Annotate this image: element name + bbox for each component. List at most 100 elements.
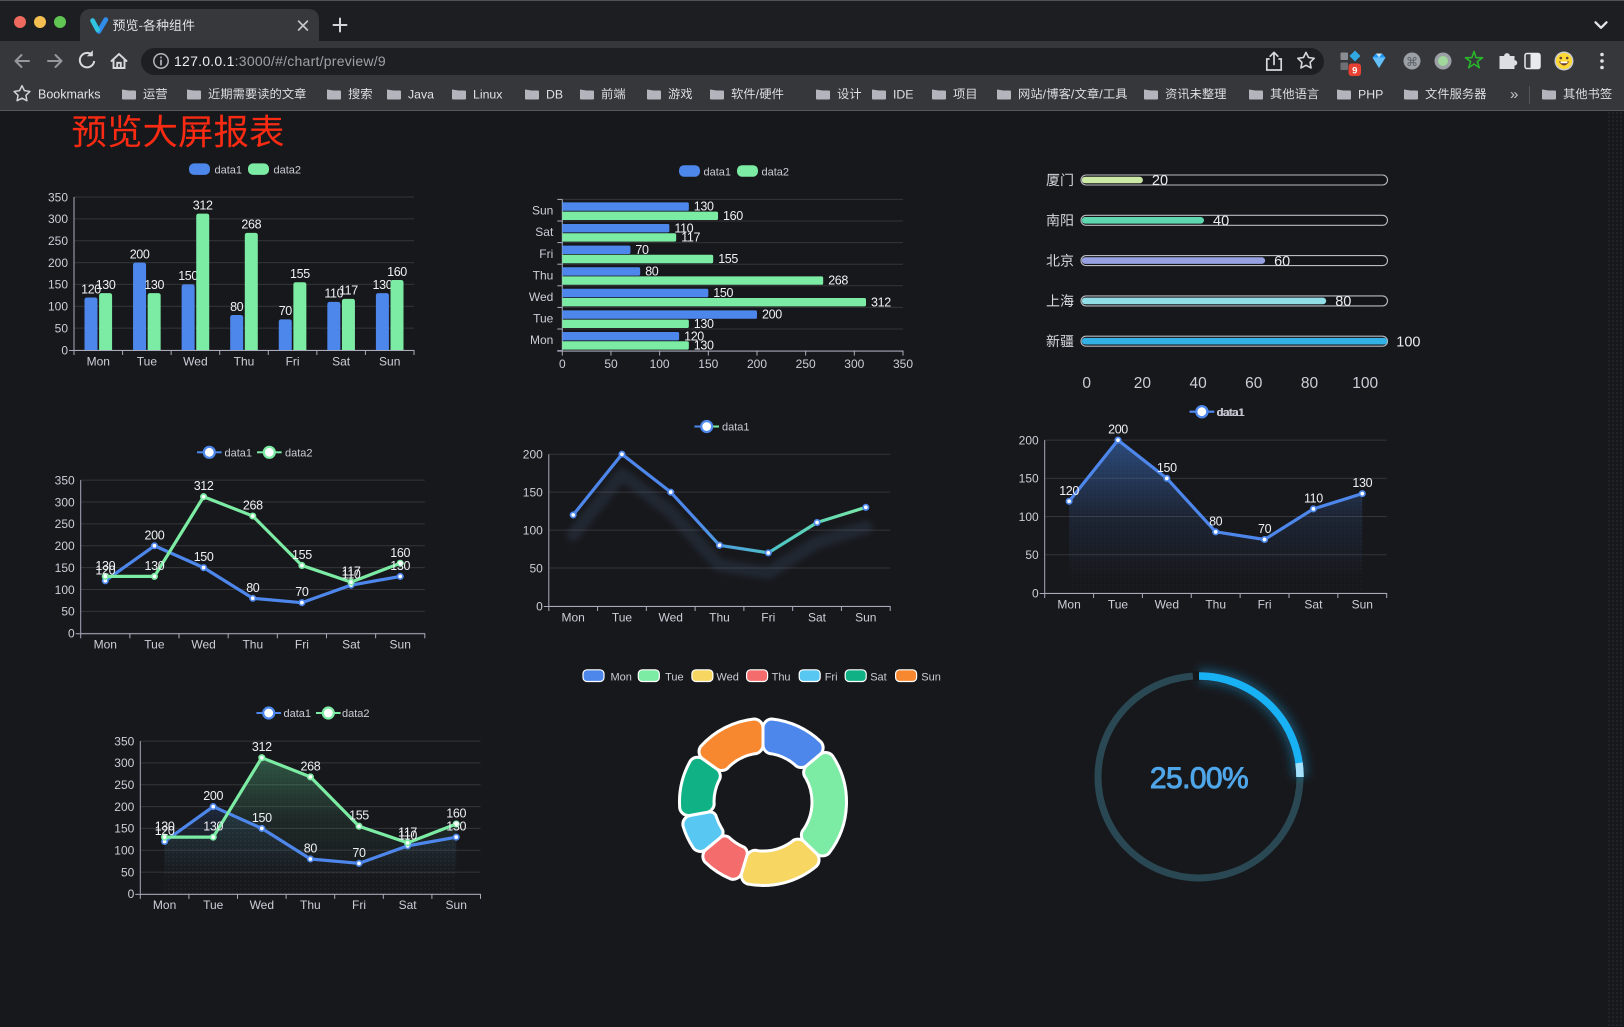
- svg-text:120: 120: [1059, 484, 1079, 498]
- svg-text:Thu: Thu: [1205, 597, 1226, 611]
- svg-text:data1: data1: [284, 708, 312, 720]
- svg-text:Wed: Wed: [529, 290, 553, 304]
- svg-text:312: 312: [193, 198, 213, 212]
- svg-text:Sat: Sat: [870, 671, 887, 683]
- svg-text:100: 100: [1352, 375, 1378, 392]
- svg-text:127.0.0.1:3000/#/chart/preview: 127.0.0.1:3000/#/chart/preview/9: [174, 53, 386, 69]
- svg-text:Sat: Sat: [808, 610, 827, 624]
- svg-text:300: 300: [55, 495, 75, 509]
- svg-text:100: 100: [523, 523, 543, 537]
- svg-text:200: 200: [48, 256, 68, 270]
- svg-text:0: 0: [61, 343, 68, 357]
- svg-text:100: 100: [650, 357, 670, 371]
- svg-text:120: 120: [95, 563, 115, 577]
- svg-text:70: 70: [295, 585, 309, 599]
- svg-text:130: 130: [144, 559, 164, 573]
- svg-text:130: 130: [694, 339, 714, 353]
- svg-text:80: 80: [1301, 375, 1319, 392]
- svg-text:50: 50: [1025, 548, 1039, 562]
- svg-text:250: 250: [48, 234, 68, 248]
- svg-text:80: 80: [230, 300, 244, 314]
- svg-text:Sun: Sun: [1352, 597, 1373, 611]
- svg-text:200: 200: [203, 789, 223, 803]
- svg-text:Wed: Wed: [191, 638, 215, 652]
- svg-text:120: 120: [81, 282, 101, 296]
- svg-text:PHP: PHP: [1358, 87, 1383, 101]
- svg-text:70: 70: [279, 304, 293, 318]
- svg-text:Mon: Mon: [530, 333, 553, 347]
- svg-text:Java: Java: [408, 87, 434, 101]
- svg-text:/: /: [1099, 87, 1103, 101]
- svg-text:200: 200: [144, 528, 164, 542]
- svg-text:117: 117: [681, 231, 700, 245]
- svg-text:350: 350: [893, 357, 913, 371]
- svg-text:110: 110: [398, 828, 417, 842]
- svg-text:80: 80: [304, 842, 318, 856]
- svg-text:Wed: Wed: [183, 354, 207, 368]
- svg-text:150: 150: [713, 286, 733, 300]
- svg-text:40: 40: [1213, 214, 1229, 230]
- svg-text:130: 130: [203, 820, 223, 834]
- svg-text:200: 200: [55, 539, 75, 553]
- svg-text:Thu: Thu: [234, 354, 255, 368]
- svg-text:Sun: Sun: [379, 354, 400, 368]
- svg-text:Wed: Wed: [716, 671, 738, 683]
- svg-text:0: 0: [536, 599, 543, 613]
- svg-text:120: 120: [155, 824, 175, 838]
- svg-text:Mon: Mon: [153, 898, 176, 912]
- svg-text:data1: data1: [215, 165, 243, 177]
- svg-text:300: 300: [844, 357, 864, 371]
- svg-text:/: /: [756, 87, 760, 101]
- svg-text:Thu: Thu: [772, 671, 791, 683]
- svg-text:130: 130: [1352, 476, 1372, 490]
- svg-text:70: 70: [1258, 522, 1272, 536]
- svg-text:Thu: Thu: [533, 268, 554, 282]
- svg-text:110: 110: [342, 568, 361, 582]
- svg-text:130: 130: [96, 278, 116, 292]
- svg-text:150: 150: [194, 550, 214, 564]
- svg-text:50: 50: [529, 561, 543, 575]
- svg-text:9: 9: [1352, 66, 1357, 77]
- svg-text:Sat: Sat: [535, 225, 554, 239]
- svg-text:80: 80: [1335, 294, 1351, 310]
- svg-text:150: 150: [523, 485, 543, 499]
- svg-text:160: 160: [387, 265, 407, 279]
- svg-text:Sat: Sat: [332, 354, 351, 368]
- svg-text:130: 130: [446, 820, 466, 834]
- svg-text:Sun: Sun: [446, 898, 467, 912]
- svg-text:130: 130: [144, 278, 164, 292]
- svg-text:155: 155: [290, 267, 310, 281]
- svg-text:100: 100: [55, 583, 75, 597]
- svg-text:200: 200: [1108, 423, 1128, 437]
- svg-text:100: 100: [1396, 334, 1420, 350]
- svg-text:350: 350: [114, 734, 134, 748]
- svg-text:Fri: Fri: [825, 671, 838, 683]
- svg-text:268: 268: [241, 218, 261, 232]
- svg-text:IDE: IDE: [893, 87, 914, 101]
- svg-text:Sat: Sat: [1304, 597, 1323, 611]
- svg-text:110: 110: [674, 221, 693, 235]
- svg-text:312: 312: [252, 740, 272, 754]
- svg-text:20: 20: [1152, 173, 1168, 189]
- svg-text:data1: data1: [1217, 407, 1245, 419]
- svg-text:155: 155: [349, 809, 369, 823]
- svg-text:Sat: Sat: [399, 898, 418, 912]
- svg-text:350: 350: [48, 190, 68, 204]
- svg-text:268: 268: [300, 759, 320, 773]
- svg-text:data1: data1: [225, 447, 253, 459]
- svg-text:Tue: Tue: [1108, 597, 1129, 611]
- svg-text:150: 150: [178, 269, 198, 283]
- svg-text:0: 0: [1032, 586, 1039, 600]
- svg-text:50: 50: [604, 357, 618, 371]
- svg-text:40: 40: [1189, 375, 1207, 392]
- svg-text:250: 250: [114, 778, 134, 792]
- svg-text:Tue: Tue: [203, 898, 224, 912]
- svg-text:data1: data1: [722, 422, 750, 434]
- svg-text:Wed: Wed: [1155, 597, 1179, 611]
- svg-text:Linux: Linux: [473, 87, 503, 101]
- svg-text:150: 150: [48, 278, 68, 292]
- svg-text:312: 312: [871, 295, 891, 309]
- svg-text:Mon: Mon: [611, 671, 632, 683]
- svg-text:0: 0: [559, 357, 566, 371]
- svg-text:Sun: Sun: [921, 671, 941, 683]
